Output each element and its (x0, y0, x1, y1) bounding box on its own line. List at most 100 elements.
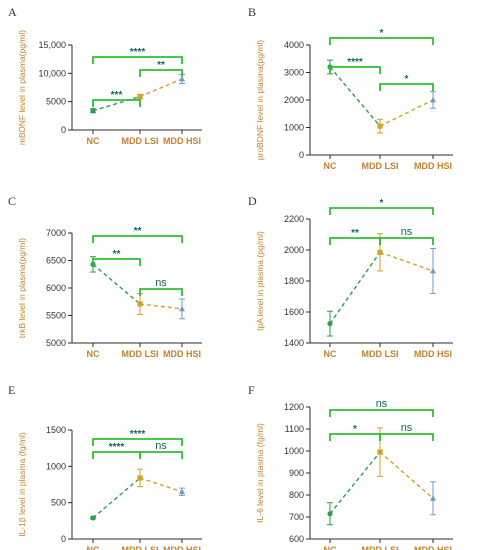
y-tick-label: 0 (61, 125, 66, 135)
x-tick-label: NC (324, 161, 337, 171)
y-axis-title: trkB level in plasma(pg/ml) (17, 238, 27, 338)
x-tick-label: MDD HSI (414, 349, 452, 359)
significance-label: **** (130, 47, 146, 58)
panel-f: F 600 700 800 900 1000 1100 1200 NC MDD LSI MDD HS… (248, 383, 453, 550)
series-line-segment (92, 477, 141, 519)
significance-bracket (329, 37, 434, 45)
data-point (377, 249, 383, 255)
significance-bracket (329, 66, 381, 74)
significance-label: * (380, 28, 384, 39)
x-tick-label: MDD LSI (362, 161, 399, 171)
data-point (377, 449, 383, 455)
panel-c: C 5000 5500 6000 6500 7000 NC MDD LSI MDD HSI trk… (8, 194, 202, 359)
series-line-segment (329, 66, 381, 127)
data-point (90, 515, 96, 521)
data-point (430, 267, 436, 274)
significance-bracket (329, 237, 381, 245)
panel-label: F (248, 383, 255, 397)
significance-bracket (329, 433, 381, 441)
significance-bracket (92, 451, 141, 459)
data-point (377, 123, 383, 129)
y-tick-label: 0 (61, 534, 66, 544)
significance-label: ns (401, 422, 413, 434)
significance-bracket (379, 237, 434, 245)
x-tick-label: NC (87, 136, 100, 146)
y-tick-label: 5000 (46, 97, 66, 107)
significance-bracket (379, 83, 434, 91)
significance-bracket (92, 99, 141, 107)
panel-label: D (248, 194, 257, 208)
y-tick-label: 700 (289, 512, 304, 522)
x-tick-label: MDD LSI (122, 136, 159, 146)
significance-label: ns (376, 398, 388, 410)
x-tick-label: MDD HSI (163, 349, 201, 359)
significance-label: ** (113, 249, 121, 260)
y-tick-label: 4000 (284, 40, 304, 50)
series-line-segment (139, 477, 183, 493)
y-tick-label: 1000 (284, 123, 304, 133)
y-tick-label: 5500 (46, 311, 66, 321)
y-tick-label: 500 (51, 498, 66, 508)
y-tick-label: 2200 (284, 214, 304, 224)
y-tick-label: 6500 (46, 256, 66, 266)
significance-bracket (92, 258, 141, 266)
significance-label: ns (155, 440, 167, 452)
data-point (90, 108, 96, 114)
significance-bracket (329, 207, 434, 215)
y-tick-label: 1500 (46, 425, 66, 435)
data-point (137, 475, 143, 481)
significance-label: * (405, 74, 409, 85)
significance-label: * (353, 424, 357, 435)
significance-label: * (380, 198, 384, 209)
series-line-segment (139, 78, 183, 98)
x-tick-label: MDD LSI (362, 349, 399, 359)
series-line-segment (92, 95, 141, 112)
significance-bracket (92, 235, 183, 243)
significance-label: ns (401, 226, 413, 238)
series-line-segment (329, 251, 381, 325)
y-tick-label: 10,000 (38, 68, 66, 78)
series-line-segment (139, 303, 183, 310)
y-axis-title: tpA level in plasma (pg/ml) (255, 231, 265, 331)
y-tick-label: 6000 (46, 283, 66, 293)
significance-label: ns (155, 277, 167, 289)
x-tick-label: NC (87, 545, 100, 550)
panel-label: B (248, 5, 256, 19)
y-axis-title: mBDNF level in plasma(pg/ml) (17, 30, 27, 145)
y-tick-label: 15,000 (38, 40, 66, 50)
panel-b: B 0 1000 2000 3000 4000 NC MDD LSI MDD HSI proBDN… (248, 5, 453, 171)
significance-bracket (92, 438, 183, 446)
y-tick-label: 800 (289, 490, 304, 500)
x-tick-label: MDD LSI (362, 545, 399, 550)
data-point (327, 321, 333, 327)
y-tick-label: 600 (289, 534, 304, 544)
x-tick-label: NC (324, 545, 337, 550)
series-line-segment (329, 451, 381, 515)
significance-label: *** (111, 90, 123, 101)
x-tick-label: MDD HSI (163, 545, 201, 550)
y-axis-title: proBDNF level in plasma(pg/ml) (255, 40, 265, 161)
y-axis-title: IL-6 level in plasma (fg/ml) (255, 423, 265, 523)
y-tick-label: 1100 (285, 424, 304, 434)
y-tick-label: 1600 (284, 307, 304, 317)
panel-label: E (8, 383, 15, 397)
series-line-segment (379, 451, 434, 499)
y-tick-label: 1800 (284, 276, 304, 286)
significance-label: ** (134, 226, 142, 237)
significance-bracket (379, 433, 434, 441)
y-tick-label: 1200 (284, 402, 304, 412)
x-tick-label: NC (324, 349, 337, 359)
y-tick-label: 2000 (284, 95, 304, 105)
data-point (137, 93, 143, 100)
significance-bracket (92, 56, 183, 64)
y-axis-title: IL-1β level in plasma (fg/ml) (17, 432, 27, 537)
x-tick-label: MDD HSI (414, 545, 452, 550)
y-tick-label: 1000 (46, 461, 66, 471)
data-point (430, 96, 436, 103)
data-point (327, 511, 333, 517)
y-tick-label: 0 (299, 150, 304, 160)
significance-bracket (139, 69, 183, 77)
y-tick-label: 3000 (284, 68, 304, 78)
panel-a: A 0 5000 10,000 15,000 NC MDD LSI MDD HSI mBDNF … (8, 5, 202, 146)
series-line-segment (92, 263, 141, 305)
